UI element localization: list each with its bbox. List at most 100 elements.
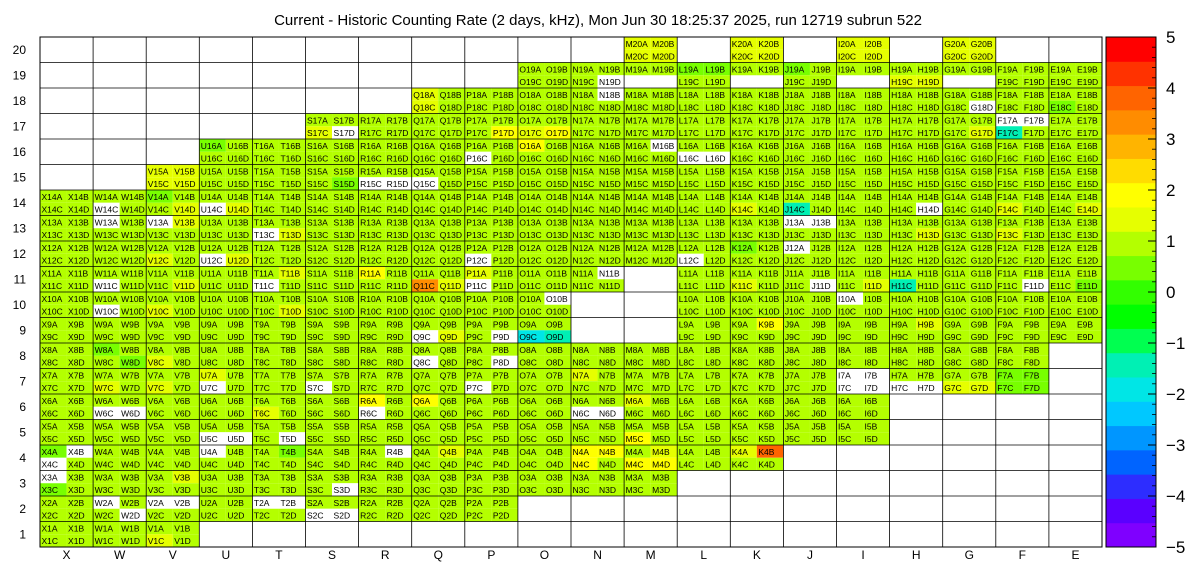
cell-fill — [703, 151, 731, 165]
cell-label: V9B — [174, 319, 190, 329]
cell-label: T6A — [254, 396, 270, 406]
cell-P15C: P15C — [464, 177, 492, 190]
cell-fill — [809, 202, 837, 216]
cell-fill — [703, 253, 731, 267]
cell-fill — [411, 343, 439, 356]
cell-label: K4D — [758, 460, 775, 470]
cell-fill — [225, 432, 253, 445]
cell-J17C: J17C — [783, 126, 810, 139]
cell-label: O7A — [519, 370, 536, 380]
cell-F9D: F9D — [1022, 330, 1049, 343]
cell-label: I17C — [838, 128, 856, 138]
cell-fill — [411, 470, 439, 484]
cell-fill — [942, 304, 970, 318]
cell-label: J14A — [785, 192, 805, 202]
cell-G8C: G8C — [942, 355, 970, 369]
cell-fill — [677, 304, 704, 318]
cell-Q18D: Q18D — [438, 100, 465, 114]
cell-label: G8B — [971, 345, 988, 355]
cell-label: N13D — [599, 230, 621, 240]
cell-fill — [889, 100, 917, 114]
cell-fill — [517, 164, 545, 178]
cell-Q17B: Q17B — [438, 113, 465, 127]
cell-label: P4D — [493, 460, 510, 470]
cell-fill — [809, 100, 837, 114]
cell-fill — [385, 483, 412, 496]
cell-label: H17A — [891, 115, 913, 125]
cell-I9C: I9C — [836, 330, 864, 343]
cell-label: M7D — [652, 383, 670, 393]
cell-label: S13B — [334, 217, 355, 227]
cell-label: R6A — [360, 396, 377, 406]
cell-H18C: H18C — [889, 100, 917, 114]
cell-Q15A: Q15A — [411, 164, 439, 178]
cell-fill — [66, 279, 94, 292]
cell-N5A: N5A — [571, 419, 598, 433]
cell-label: M7C — [626, 383, 644, 393]
cell-label: Q6B — [440, 396, 457, 406]
cell-fill — [544, 483, 571, 496]
cell-label: X1B — [68, 523, 84, 533]
cell-U4A: U4A — [199, 445, 226, 458]
cell-fill — [703, 457, 731, 471]
cell-V1C: V1C — [146, 534, 173, 547]
cell-K13A: K13A — [730, 215, 757, 229]
cell-G10D: G10D — [969, 304, 996, 318]
cell-G16D: G16D — [969, 151, 996, 165]
cell-label: M16A — [626, 141, 649, 151]
cell-fill — [146, 496, 173, 509]
cell-F17D: F17D — [1022, 126, 1049, 139]
cell-fill — [730, 49, 757, 63]
cell-label: G11D — [971, 281, 993, 291]
cell-label: T7B — [280, 370, 296, 380]
cell-N5C: N5C — [571, 432, 598, 445]
cell-label: F12A — [997, 243, 1018, 253]
cell-P14C: P14C — [464, 202, 492, 216]
cell-fill — [411, 241, 439, 254]
cell-I6D: I6D — [863, 406, 890, 420]
cell-fill — [278, 266, 306, 280]
cell-fill — [1022, 253, 1049, 267]
cell-fill — [464, 381, 492, 394]
cell-fill — [783, 100, 810, 114]
cell-N8A: N8A — [571, 343, 598, 356]
cell-R5B: R5B — [385, 419, 412, 433]
cell-fill — [93, 317, 120, 331]
cell-fill — [491, 266, 518, 280]
cell-E17C: E17C — [1048, 126, 1076, 139]
cell-E9B: E9B — [1075, 317, 1102, 331]
cell-N18D: N18D — [597, 100, 625, 114]
cell-I7A: I7A — [836, 368, 864, 382]
cell-fill — [863, 62, 890, 76]
cell-label: N15B — [599, 166, 621, 176]
cell-Q6B: Q6B — [438, 394, 465, 407]
cell-fill — [677, 177, 704, 190]
cell-T4B: T4B — [278, 445, 306, 458]
cell-V15A: V15A — [146, 164, 173, 178]
cell-label: P15D — [493, 179, 514, 189]
cell-H11A: H11A — [889, 266, 917, 280]
cell-fill — [571, 177, 598, 190]
cell-I17B: I17B — [863, 113, 890, 127]
cell-label: E17D — [1077, 128, 1098, 138]
cell-label: R16B — [387, 141, 409, 151]
cell-fill — [252, 228, 279, 241]
cell-label: E17B — [1077, 115, 1098, 125]
cell-fill — [730, 279, 757, 292]
cell-fill — [464, 100, 492, 114]
cell-fill — [517, 75, 545, 88]
cell-L9C: L9C — [677, 330, 704, 343]
cell-I17A: I17A — [836, 113, 864, 127]
cell-M19A: M19A — [624, 62, 651, 76]
cell-R7D: R7D — [385, 381, 412, 394]
cell-label: S16D — [334, 154, 355, 164]
cell-label: G18B — [971, 90, 993, 100]
cell-fill — [836, 368, 864, 382]
cell-label: W2D — [121, 511, 140, 521]
cell-fill — [1048, 292, 1076, 305]
cell-fill — [1075, 253, 1102, 267]
cell-label: I11C — [838, 281, 855, 291]
x-tick-H: H — [912, 548, 921, 562]
cell-fill — [225, 279, 253, 292]
cell-label: N16D — [599, 154, 621, 164]
